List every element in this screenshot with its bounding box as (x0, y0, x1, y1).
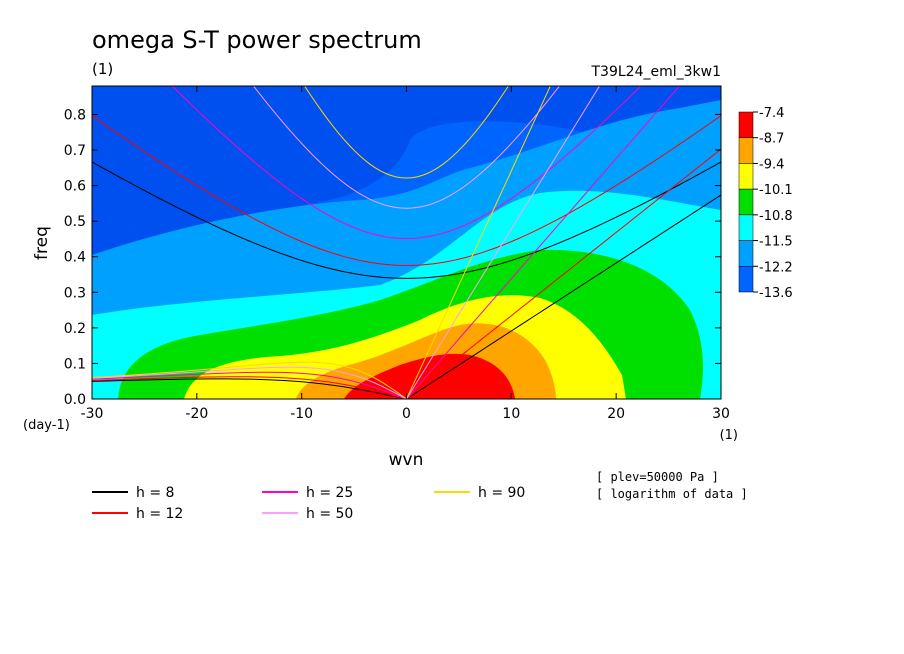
x-tick-label: -10 (290, 406, 313, 422)
y-tick-label: 0.8 (64, 107, 86, 123)
curve-inertia-gravity (171, 86, 642, 240)
dispersion-curves (92, 86, 721, 399)
curve-inertia-gravity (304, 86, 509, 179)
y-tick-label: 0.7 (64, 143, 86, 159)
curve-rossby (92, 378, 407, 399)
y-axis-unit: (day-1) (23, 418, 70, 433)
legend-label: h = 90 (478, 485, 525, 501)
curve-rossby (92, 376, 407, 399)
colorbar-label: -8.7 (759, 132, 784, 147)
x-axis-unit: (1) (720, 428, 738, 443)
colorbar-swatch (738, 266, 754, 293)
curve-inertia-gravity (92, 115, 721, 266)
colorbar-label: -7.4 (759, 106, 784, 121)
colorbar-label: -11.5 (759, 235, 793, 250)
colorbar-swatch (738, 214, 754, 241)
colorbar-label: -13.6 (759, 286, 793, 301)
y-tick-label: 0.4 (64, 250, 86, 266)
legend-label: h = 12 (136, 506, 183, 522)
y-tick-label: 0.6 (64, 179, 86, 195)
colorbar-label: -10.1 (759, 183, 793, 198)
colorbar-swatch (738, 163, 754, 190)
curve-kelvin (406, 148, 721, 399)
y-tick-label: 0.0 (64, 392, 86, 408)
x-tick-label: -20 (185, 406, 208, 422)
colorbar-swatch (738, 137, 754, 164)
y-tick-label: 0.2 (64, 321, 86, 337)
spectrum-contour-fill (92, 86, 721, 399)
legend-label: h = 25 (306, 485, 353, 501)
legend: h = 8 h = 12 h = 25 h = 50 h = 90 (92, 485, 525, 522)
curve-kelvin (406, 194, 721, 399)
colorbar-swatch (738, 111, 754, 138)
note-logarithm: [ logarithm of data ] (596, 487, 748, 501)
chart-title: omega S-T power spectrum (92, 26, 422, 54)
run-label: T39L24_eml_3kw1 (591, 64, 722, 80)
curve-inertia-gravity (92, 161, 721, 279)
colorbar-label: -12.2 (759, 260, 793, 275)
curve-kelvin (406, 86, 551, 399)
curve-rossby (92, 366, 407, 399)
note-plev: [ plev=50000 Pa ] (596, 470, 719, 484)
curve-kelvin (406, 86, 601, 399)
x-tick-label: 0 (402, 406, 411, 422)
legend-label: h = 50 (306, 506, 353, 522)
chart-subtitle: (1) (92, 60, 113, 78)
legend-label: h = 8 (136, 485, 174, 501)
y-axis: 0.0 0.1 0.2 0.3 0.4 0.5 0.6 0.7 0.8 (64, 107, 721, 408)
x-tick-label: 30 (712, 406, 730, 422)
y-axis-label: freq (32, 226, 52, 260)
contour-band-7 (344, 353, 515, 399)
y-tick-label: 0.3 (64, 285, 86, 301)
y-tick-label: 0.1 (64, 356, 86, 372)
x-tick-label: 20 (607, 406, 625, 422)
colorbar-label: -10.8 (759, 209, 793, 224)
x-tick-label: 10 (502, 406, 520, 422)
x-axis-label: wvn (389, 450, 424, 470)
colorbar: -7.4 -8.7 -9.4 -10.1 -10.8 -11.5 -12.2 -13.6 (738, 106, 793, 301)
y-tick-label: 0.5 (64, 214, 86, 230)
colorbar-swatch (738, 240, 754, 267)
curve-rossby (92, 371, 407, 399)
curve-kelvin (406, 86, 681, 399)
plot-area (92, 86, 721, 399)
colorbar-swatch (738, 188, 754, 216)
curve-inertia-gravity (252, 86, 561, 209)
x-axis: -30 -20 -10 0 10 20 30 (81, 86, 730, 422)
curve-rossby (92, 361, 407, 399)
colorbar-label: -9.4 (759, 157, 784, 172)
x-tick-label: -30 (81, 406, 104, 422)
